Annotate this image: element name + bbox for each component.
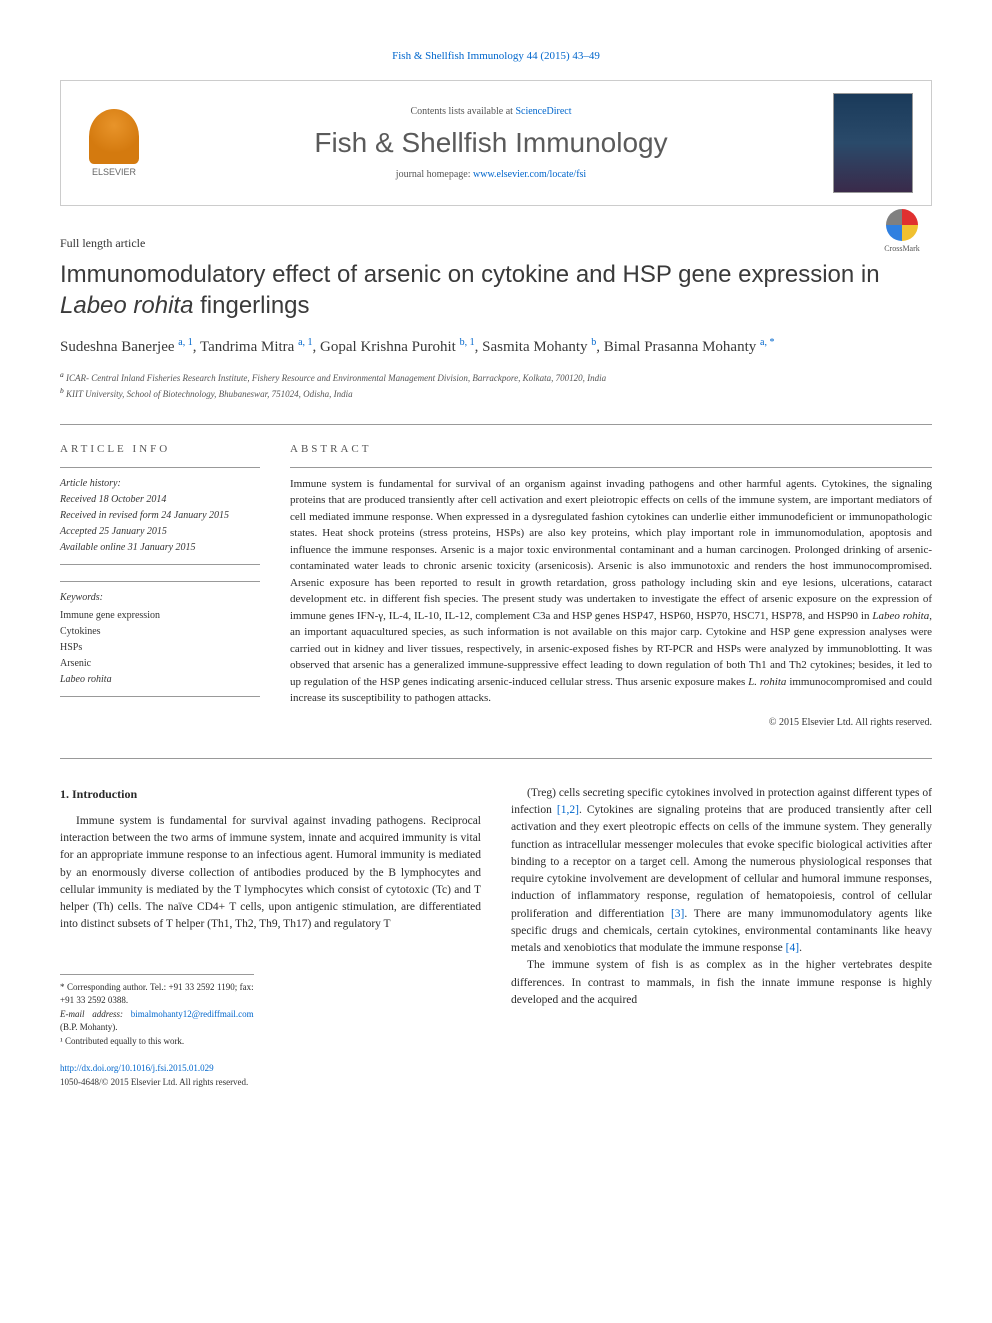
elsevier-tree-icon [89,109,139,164]
elsevier-logo: ELSEVIER [79,103,149,183]
contents-prefix: Contents lists available at [410,106,515,117]
journal-name: Fish & Shellfish Immunology [169,127,813,159]
footnotes: * Corresponding author. Tel.: +91 33 259… [60,974,254,1049]
abstract-column: ABSTRACT Immune system is fundamental fo… [290,443,932,728]
body-paragraph: Immune system is fundamental for surviva… [60,813,481,934]
email-person: (B.P. Mohanty). [60,1022,118,1032]
homepage-link[interactable]: www.elsevier.com/locate/fsi [473,169,586,180]
crossmark-label: CrossMark [872,244,932,253]
body-paragraph: (Treg) cells secreting specific cytokine… [511,785,932,958]
journal-reference: Fish & Shellfish Immunology 44 (2015) 43… [60,50,932,62]
doi-link[interactable]: http://dx.doi.org/10.1016/j.fsi.2015.01.… [60,1063,214,1073]
affiliations: a ICAR- Central Inland Fisheries Researc… [60,369,932,402]
email-link[interactable]: bimalmohanty12@rediffmail.com [131,1009,254,1019]
article-info-column: ARTICLE INFO Article history: Received 1… [60,443,260,728]
keywords-block: Keywords: Immune gene expression Cytokin… [60,581,260,697]
body-paragraph: The immune system of fish is as complex … [511,957,932,1009]
abstract-label: ABSTRACT [290,443,932,455]
received-date: Received 18 October 2014 [60,492,260,508]
body-column-left: 1. Introduction Immune system is fundame… [60,785,481,1089]
accepted-date: Accepted 25 January 2015 [60,524,260,540]
keyword: Cytokines [60,624,260,640]
homepage-prefix: journal homepage: [396,169,473,180]
section-heading: 1. Introduction [60,785,481,803]
corresponding-author: * Corresponding author. Tel.: +91 33 259… [60,981,254,1008]
keywords-header: Keywords: [60,590,260,606]
crossmark-icon [886,209,918,241]
keyword: HSPs [60,640,260,656]
article-info-label: ARTICLE INFO [60,443,260,455]
equal-contribution-note: ¹ Contributed equally to this work. [60,1035,254,1049]
keyword: Arsenic [60,656,260,672]
email-label: E-mail address: [60,1009,123,1019]
issn-line: 1050-4648/© 2015 Elsevier Ltd. All right… [60,1076,481,1090]
abstract-copyright: © 2015 Elsevier Ltd. All rights reserved… [290,717,932,728]
body-column-right: (Treg) cells secreting specific cytokine… [511,785,932,1089]
abstract-text: Immune system is fundamental for surviva… [290,467,932,707]
article-title: Immunomodulatory effect of arsenic on cy… [60,259,932,321]
divider [60,424,932,425]
article-history: Article history: Received 18 October 201… [60,467,260,565]
contents-available-line: Contents lists available at ScienceDirec… [169,106,813,117]
author-list: Sudeshna Banerjee a, 1, Tandrima Mitra a… [60,335,932,359]
crossmark-badge[interactable]: CrossMark [872,209,932,253]
affiliation-a: ICAR- Central Inland Fisheries Research … [66,373,606,383]
online-date: Available online 31 January 2015 [60,540,260,556]
homepage-line: journal homepage: www.elsevier.com/locat… [169,169,813,180]
journal-header: ELSEVIER Contents lists available at Sci… [60,80,932,206]
article-type: Full length article [60,236,932,251]
doi-line: http://dx.doi.org/10.1016/j.fsi.2015.01.… [60,1062,481,1076]
keyword: Labeo rohita [60,672,260,688]
keyword: Immune gene expression [60,608,260,624]
divider [60,758,932,759]
affiliation-b: KIIT University, School of Biotechnology… [66,389,353,399]
journal-cover-thumbnail [833,93,913,193]
revised-date: Received in revised form 24 January 2015 [60,508,260,524]
sciencedirect-link[interactable]: ScienceDirect [515,106,571,117]
body-columns: 1. Introduction Immune system is fundame… [60,785,932,1089]
publisher-name: ELSEVIER [92,167,136,177]
history-header: Article history: [60,476,260,492]
